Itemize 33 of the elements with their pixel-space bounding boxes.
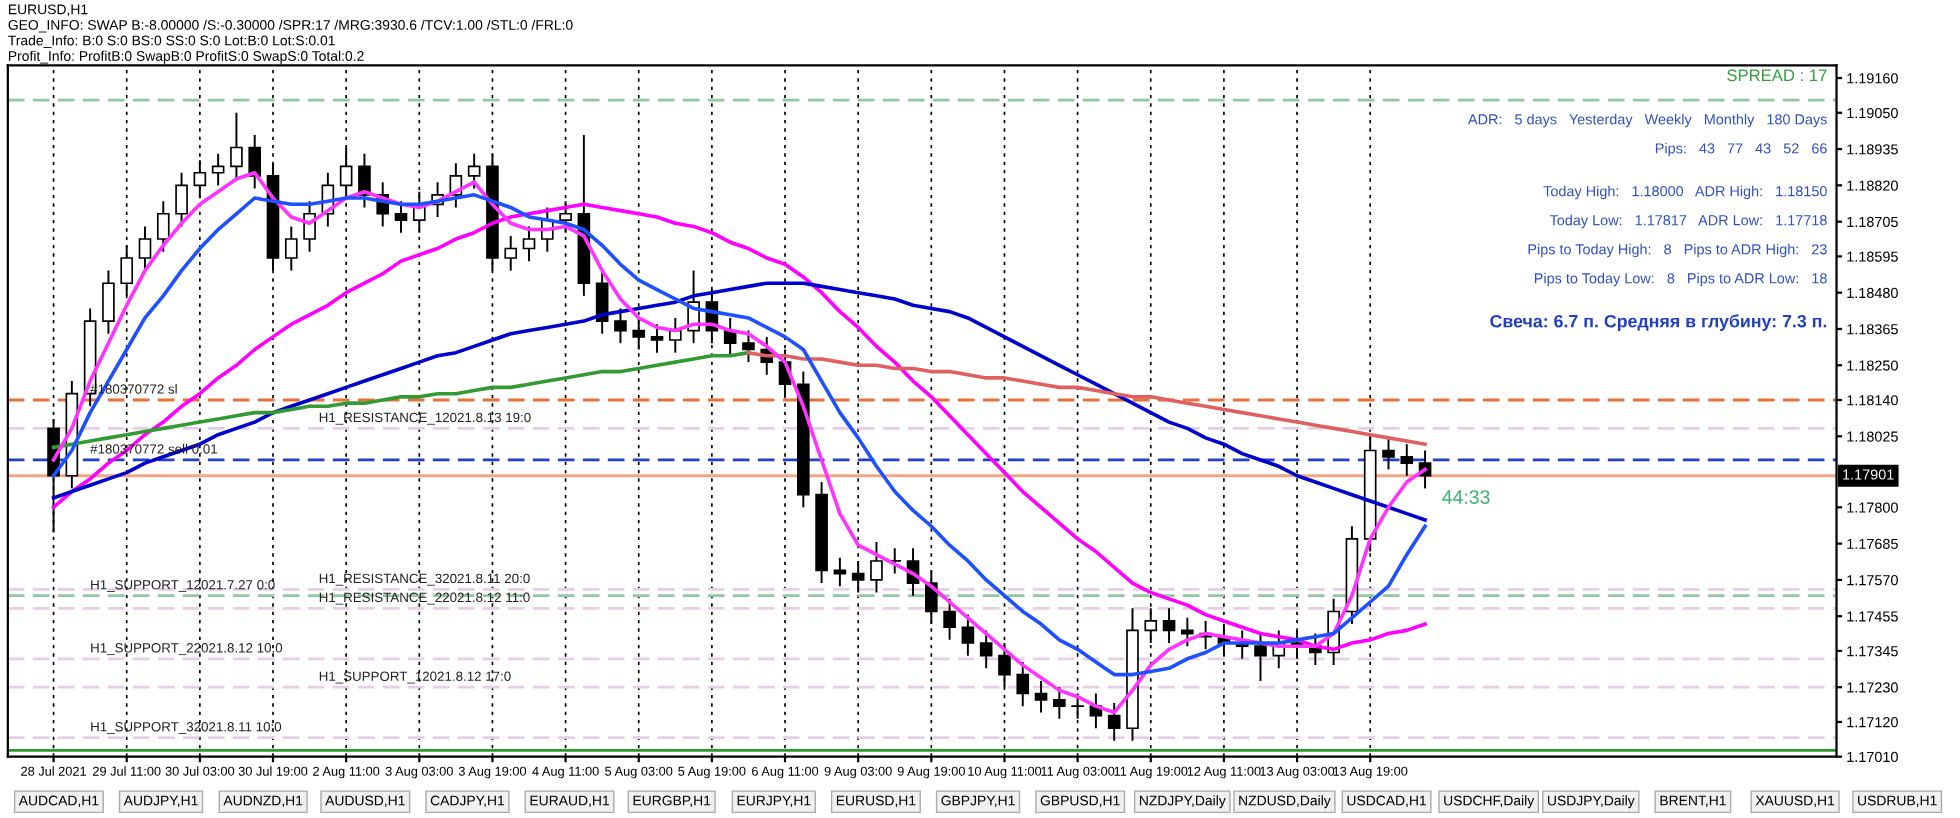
text: SPREAD : 17 <box>1727 69 1827 82</box>
candlestick <box>394 200 408 234</box>
candlestick <box>156 200 170 253</box>
text: Свеча: 6.7 п. Средняя в глубину: 7.3 п. <box>1490 314 1827 331</box>
candlestick <box>504 234 518 272</box>
text: 44:33 <box>1442 490 1490 504</box>
candlestick <box>614 307 627 345</box>
candlestick <box>650 323 664 354</box>
candlestick <box>230 111 243 181</box>
candlestick <box>632 316 646 351</box>
candlestick <box>467 152 481 190</box>
candlestick <box>522 225 536 263</box>
candlestick <box>1181 616 1194 648</box>
candlestick <box>870 541 883 594</box>
candlestick <box>211 152 225 187</box>
candlestick <box>175 171 188 228</box>
candlestick <box>1254 632 1267 682</box>
line-series <box>51 281 1427 522</box>
candlestick <box>1162 607 1176 644</box>
candlestick <box>284 225 298 272</box>
candlestick <box>742 329 755 364</box>
candlestick <box>1053 686 1066 720</box>
candlestick <box>979 629 993 670</box>
candlestick <box>248 133 262 190</box>
candlestick <box>1107 702 1121 742</box>
candlestick <box>102 269 115 335</box>
candlestick <box>961 613 975 657</box>
candlestick <box>1016 660 1030 708</box>
candlestick <box>1382 436 1395 471</box>
candlestick <box>138 225 152 272</box>
candlestick <box>1034 679 1048 714</box>
candlestick <box>943 597 956 641</box>
candlestick <box>1400 443 1414 477</box>
